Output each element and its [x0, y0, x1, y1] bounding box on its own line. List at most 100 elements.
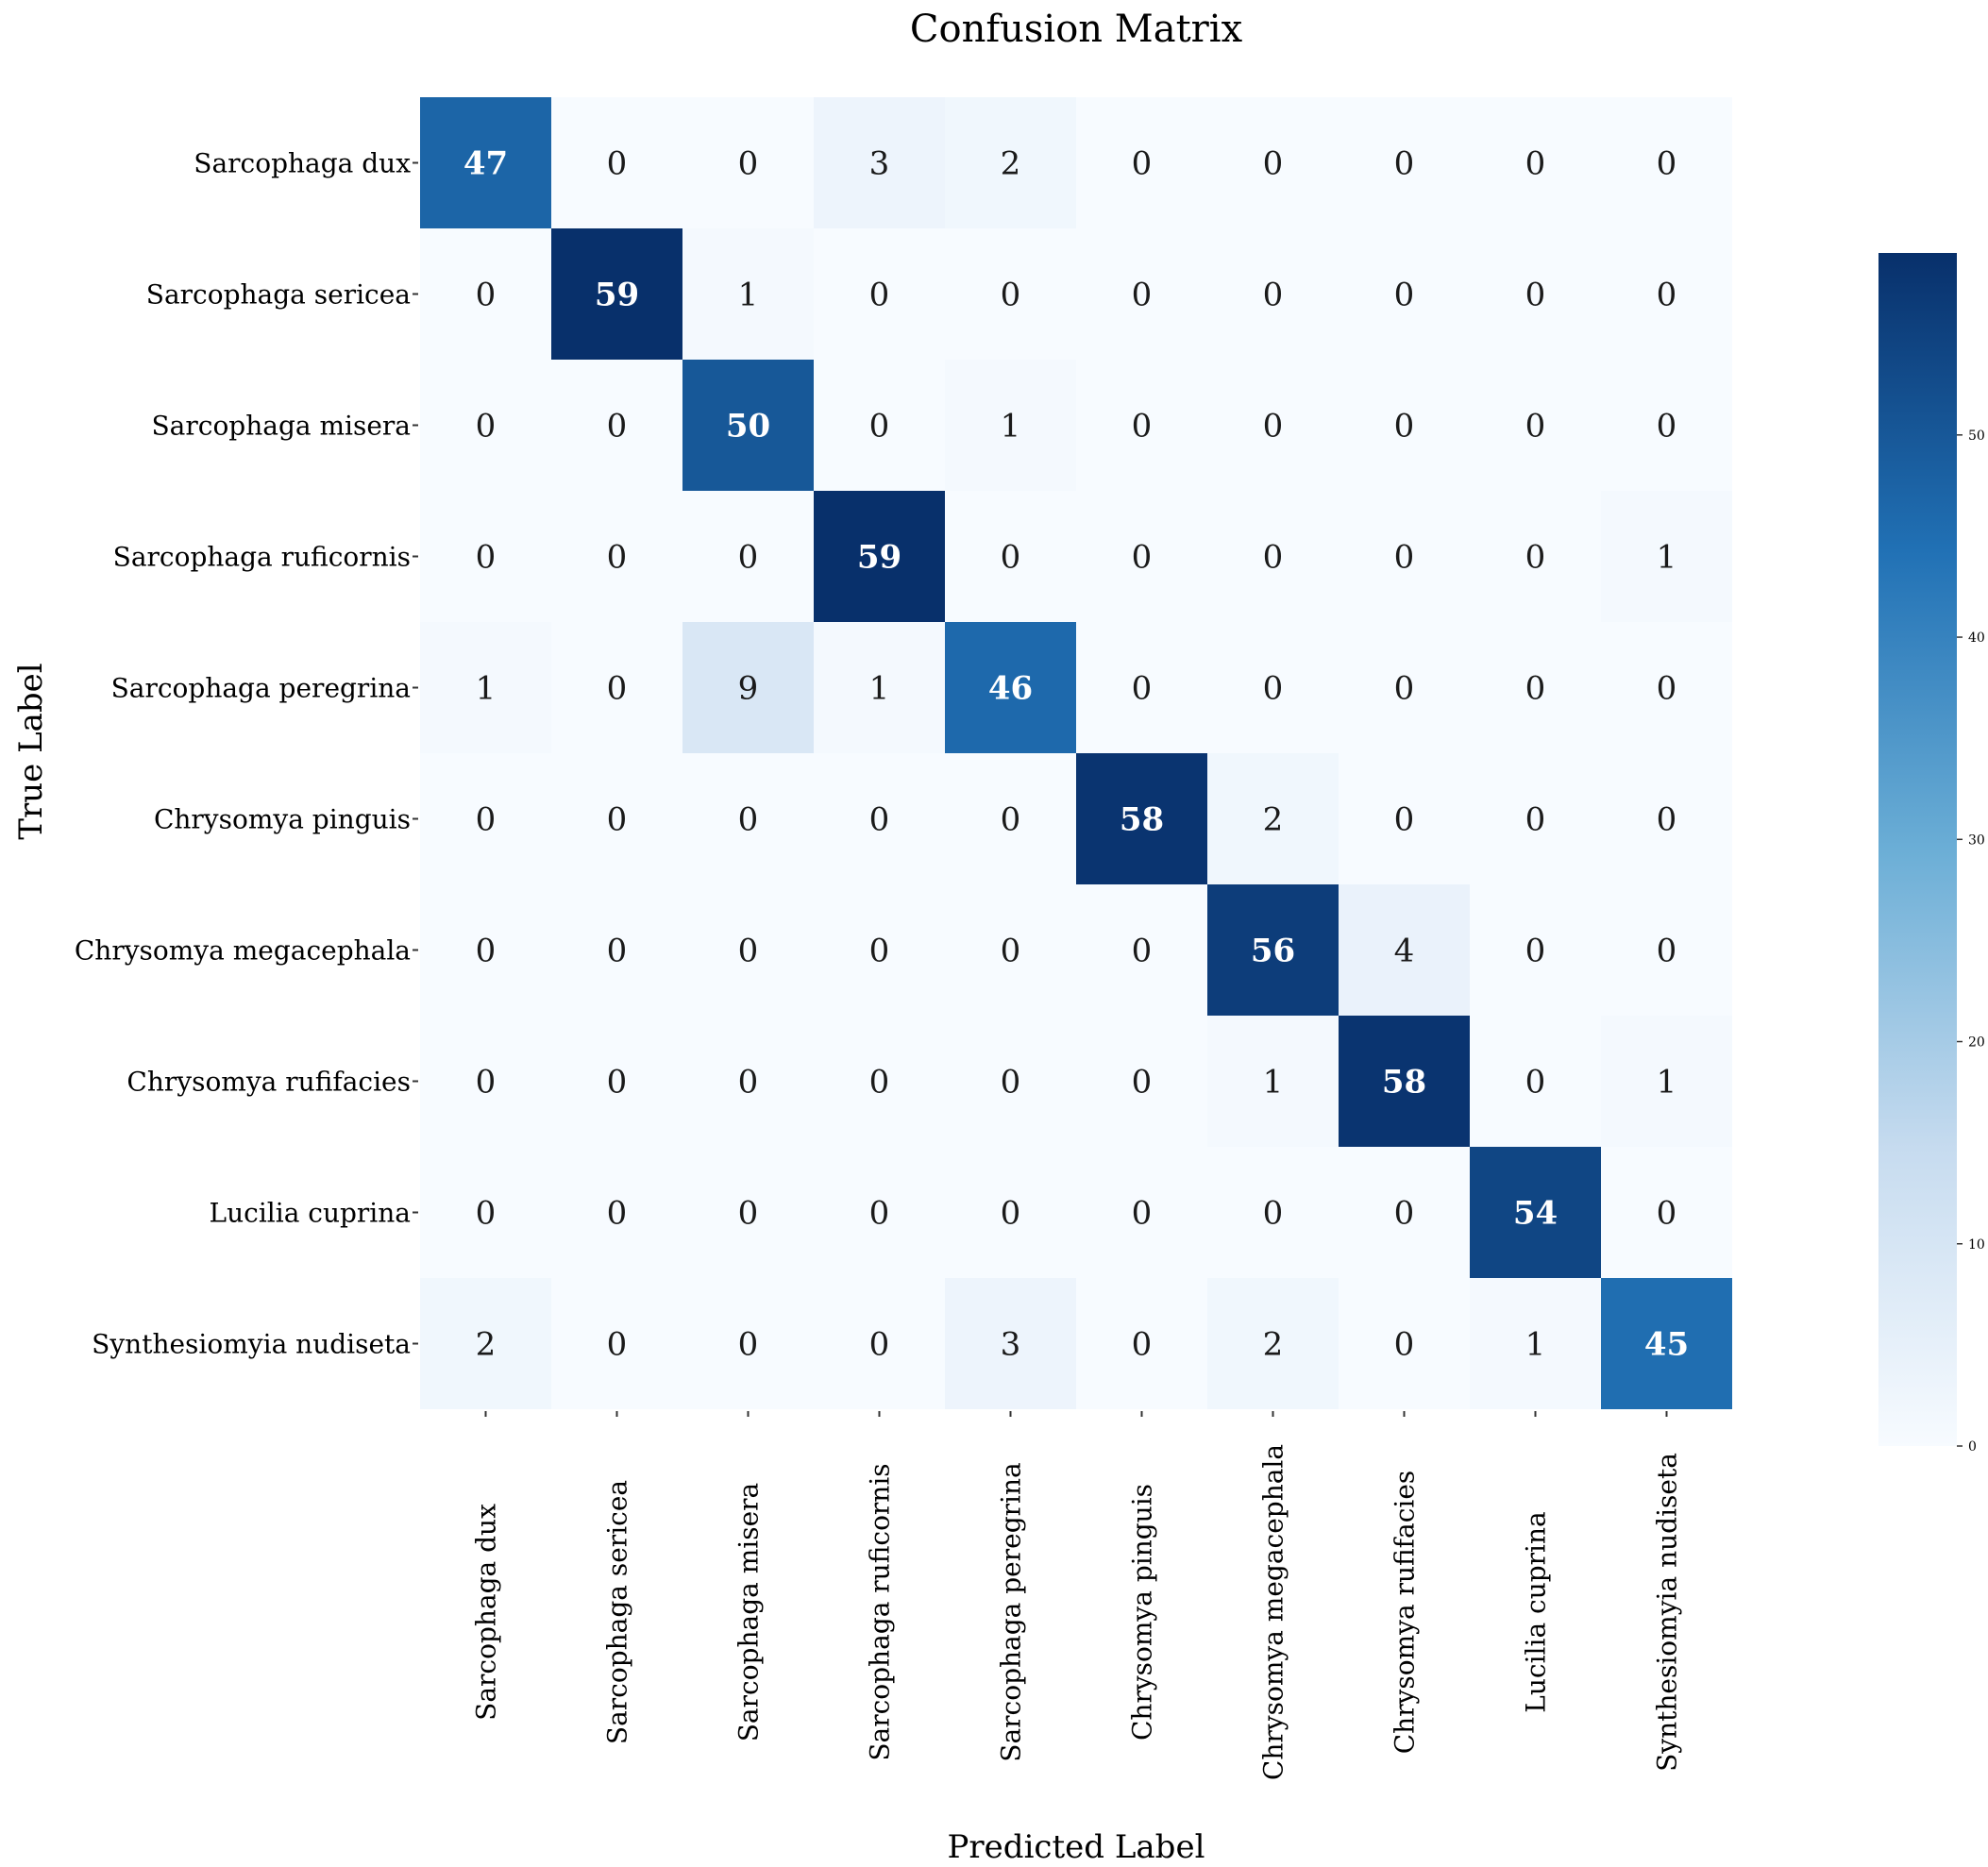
heatmap-cell — [1207, 622, 1339, 753]
cell-value-label: 58 — [1120, 801, 1164, 839]
cell-value-label: 0 — [1657, 1195, 1677, 1233]
heatmap-cell — [682, 97, 814, 228]
x-axis-ticks: Sarcophaga dux Sarcophaga sericea Sarcopha… — [471, 1411, 1683, 1780]
heatmap-cell — [682, 228, 814, 360]
colorbar-tick-label: 20 — [1968, 1035, 1985, 1051]
heatmap-cell — [420, 753, 551, 884]
heatmap-cell — [1470, 1278, 1601, 1409]
heatmap-cell — [1207, 360, 1339, 491]
heatmap-cell — [1601, 1016, 1732, 1147]
cell-value-label: 0 — [1394, 277, 1415, 314]
heatmap-cell — [1076, 491, 1207, 622]
cell-value-label: 0 — [738, 1326, 759, 1364]
cell-value-label: 0 — [1394, 408, 1415, 446]
cell-value-label: 0 — [476, 408, 497, 446]
cell-value-label: 0 — [1132, 1064, 1153, 1102]
cell-value-label: 3 — [1001, 1326, 1021, 1364]
heatmap-cell — [1470, 884, 1601, 1016]
y-tick-label: Chrysomya rufifacies — [126, 1067, 411, 1098]
cell-value-label: 0 — [1263, 277, 1284, 314]
cell-value-label: 0 — [1525, 933, 1546, 970]
heatmap-cell — [1470, 753, 1601, 884]
cell-value-label: 1 — [1657, 1064, 1677, 1102]
cell-value-label: 2 — [1001, 145, 1021, 183]
heatmap-cell — [1339, 1147, 1470, 1278]
cell-value-label: 0 — [1394, 801, 1415, 839]
heatmap-cell — [814, 228, 945, 360]
cell-value-label: 0 — [1132, 145, 1153, 183]
cell-value-label: 0 — [1394, 145, 1415, 183]
heatmap-cell — [1601, 491, 1732, 622]
cell-value-label: 0 — [1525, 539, 1546, 577]
heatmap-cell — [1601, 884, 1732, 1016]
cell-value-label: 1 — [869, 670, 890, 708]
colorbar-ticks: 0 10 20 30 40 50 — [1957, 429, 1985, 1455]
cell-value-label: 59 — [595, 277, 639, 314]
cell-value-label: 0 — [1525, 145, 1546, 183]
cell-value-label: 1 — [1525, 1326, 1546, 1364]
heatmap-cell — [551, 360, 682, 491]
heatmap-cell — [814, 884, 945, 1016]
cell-value-label: 0 — [869, 408, 890, 446]
cell-value-label: 0 — [607, 933, 628, 970]
y-tick-label: Sarcophaga peregrina — [111, 673, 411, 704]
cell-value-label: 0 — [1657, 670, 1677, 708]
cell-value-label: 0 — [1132, 277, 1153, 314]
cell-value-label: 0 — [1525, 277, 1546, 314]
cell-value-label: 0 — [738, 933, 759, 970]
heatmap-cell — [1207, 1147, 1339, 1278]
heatmap-cell — [1339, 1016, 1470, 1147]
heatmap-cell — [420, 1147, 551, 1278]
cell-value-label: 0 — [869, 933, 890, 970]
heatmap-cell-labels: 47 0 0 3 2 0 0 0 0 0 0 59 1 0 0 0 0 0 0 0 0 0 50 0 1 0 0 0 0 0 0 0 0 59 0 0… — [463, 145, 1689, 1364]
cell-value-label: 0 — [1525, 1064, 1546, 1102]
heatmap-cell — [682, 884, 814, 1016]
cell-value-label: 0 — [1132, 1195, 1153, 1233]
heatmap-cell — [1076, 1278, 1207, 1409]
heatmap-cell — [814, 1278, 945, 1409]
heatmap-cell — [1207, 1278, 1339, 1409]
heatmap-cell — [814, 1016, 945, 1147]
cell-value-label: 45 — [1644, 1326, 1689, 1364]
heatmap-cell — [420, 1278, 551, 1409]
cell-value-label: 0 — [1657, 277, 1677, 314]
x-tick-label: Sarcophaga ruficornis — [865, 1463, 896, 1760]
y-tick-label: Sarcophaga dux — [194, 148, 411, 179]
heatmap-cell — [1339, 228, 1470, 360]
heatmap-cell — [420, 884, 551, 1016]
cell-value-label: 0 — [1001, 1195, 1021, 1233]
cell-value-label: 1 — [1001, 408, 1021, 446]
heatmap-cell — [551, 1147, 682, 1278]
y-tick-label: Lucilia cuprina — [210, 1198, 411, 1229]
cell-value-label: 1 — [476, 670, 497, 708]
heatmap-cell — [1601, 622, 1732, 753]
heatmap-cell — [551, 97, 682, 228]
heatmap-cell — [814, 753, 945, 884]
cell-value-label: 0 — [1001, 539, 1021, 577]
x-tick-label: Chrysomya pinguis — [1127, 1484, 1158, 1741]
heatmap-cell — [682, 622, 814, 753]
cell-value-label: 0 — [1657, 933, 1677, 970]
cell-value-label: 0 — [738, 1195, 759, 1233]
heatmap-cell — [1470, 1147, 1601, 1278]
cell-value-label: 0 — [1657, 145, 1677, 183]
cell-value-label: 0 — [1132, 670, 1153, 708]
cell-value-label: 0 — [1132, 539, 1153, 577]
cell-value-label: 0 — [1263, 1195, 1284, 1233]
cell-value-label: 0 — [476, 539, 497, 577]
cell-value-label: 0 — [1132, 408, 1153, 446]
cell-value-label: 46 — [988, 670, 1033, 708]
cell-value-label: 0 — [1394, 670, 1415, 708]
cell-value-label: 0 — [738, 1064, 759, 1102]
cell-value-label: 0 — [476, 801, 497, 839]
heatmap-cell — [945, 753, 1076, 884]
heatmap-cell — [1076, 753, 1207, 884]
cell-value-label: 0 — [476, 933, 497, 970]
heatmap-cell — [1601, 1147, 1732, 1278]
cell-value-label: 0 — [607, 670, 628, 708]
cell-value-label: 0 — [1001, 277, 1021, 314]
x-tick-label: Sarcophaga misera — [733, 1483, 765, 1742]
cell-value-label: 0 — [1263, 539, 1284, 577]
cell-value-label: 0 — [476, 1064, 497, 1102]
cell-value-label: 0 — [1263, 145, 1284, 183]
